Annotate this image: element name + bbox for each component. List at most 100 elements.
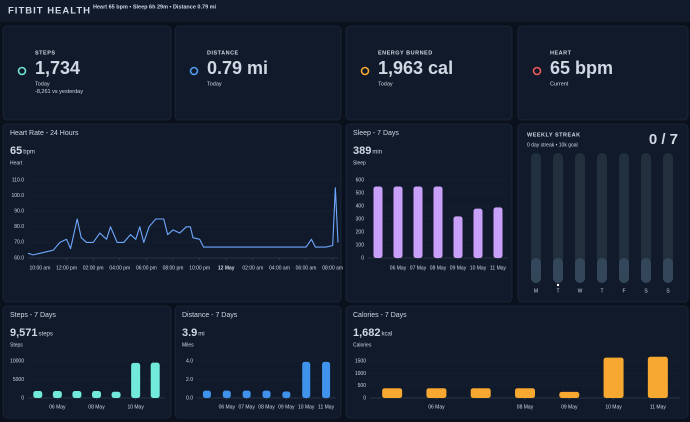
y-tick-label: 0 (361, 255, 364, 261)
streak-day: F (622, 288, 625, 294)
chart-title: Distance - 7 Days (182, 312, 238, 319)
chart-title: Steps - 7 Days (10, 312, 56, 319)
y-tick-label: 5000 (13, 377, 24, 383)
streak-day: W (578, 288, 583, 294)
x-tick-label: 10 May (127, 404, 144, 410)
current-value: 65 (10, 145, 22, 157)
header-summary: Heart 65 bpm • Sleep 6h 29m • Distance 0… (93, 4, 217, 10)
x-tick-label: 10 May (470, 265, 487, 271)
streak-note: 0 day streak • 10k goal (527, 142, 578, 148)
current-value: 1,682 (353, 327, 381, 339)
streak-day: T (600, 288, 603, 294)
streak-track (575, 153, 585, 283)
tile-value: 65 bpm (550, 58, 613, 78)
x-tick-label: 08 May (430, 265, 447, 271)
streak-base (663, 258, 673, 283)
streak-day: T (556, 288, 559, 294)
streak-track (553, 153, 563, 283)
tile-icon (17, 66, 27, 76)
current-value: 389 (353, 145, 371, 157)
y-tick-label: 500 (358, 383, 367, 389)
bar (52, 390, 62, 398)
chart-title: Calories - 7 Days (353, 312, 407, 319)
bar (433, 186, 443, 258)
streak-track (663, 153, 673, 283)
series-label: Steps (10, 342, 23, 348)
tile-icon (360, 66, 370, 76)
today-dot (556, 283, 560, 287)
x-tick-label: 12:00 pm (56, 265, 77, 271)
x-tick-label: 12 May (218, 265, 235, 271)
current-value: 9,571 (10, 327, 38, 339)
y-tick-label: 400 (356, 203, 365, 209)
tile-value: 0.79 mi (207, 58, 268, 78)
panel (345, 25, 513, 121)
streak-day: S (644, 288, 648, 294)
x-tick-label: 07 May (410, 265, 427, 271)
current-unit: kcal (382, 332, 393, 338)
x-tick-label: 08:00 am (322, 265, 343, 271)
panel (2, 123, 342, 303)
y-tick-label: 2.0 (186, 377, 193, 383)
bar (302, 361, 311, 398)
chart-title: Sleep - 7 Days (353, 130, 399, 137)
tile-icon (189, 66, 199, 76)
header-bar (0, 0, 690, 22)
tile-value: 1,734 (35, 58, 80, 78)
streak-value: 0 / 7 (649, 131, 678, 148)
x-tick-label: 08 May (88, 404, 105, 410)
x-tick-label: 06 May (428, 404, 445, 410)
x-tick-label: 10 May (298, 404, 315, 410)
heart-rate-line (27, 187, 339, 256)
streak-track (619, 153, 629, 283)
x-tick-label: 06:00 pm (136, 265, 157, 271)
bar (559, 391, 580, 398)
streak-day: S (666, 288, 670, 294)
bar (92, 390, 101, 398)
y-tick-label: 1500 (355, 359, 366, 365)
tile-label: DISTANCE (207, 50, 239, 56)
y-tick-label: 110.0 (12, 177, 24, 183)
streak-title: WEEKLY STREAK (527, 132, 581, 138)
y-tick-label: 80.0 (14, 224, 24, 230)
bar (111, 391, 121, 398)
x-tick-label: 06:00 am (296, 265, 317, 271)
series-label: Calories (353, 342, 372, 348)
y-tick-label: 100.0 (11, 193, 24, 199)
series-label: Heart (10, 160, 23, 166)
bar (373, 186, 383, 258)
panel (345, 123, 513, 303)
x-tick-label: 11 May (490, 265, 507, 271)
y-tick-label: 4.0 (186, 358, 193, 364)
series-label: Miles (182, 342, 194, 348)
bar (393, 186, 403, 258)
tile-delta: -8,261 vs yesterday (35, 89, 83, 95)
app-title: FITBIT HEALTH (8, 6, 91, 17)
bar (33, 390, 43, 398)
chart-title: Heart Rate - 24 Hours (10, 130, 79, 137)
y-tick-label: 60.0 (14, 255, 24, 261)
x-tick-label: 06 May (390, 265, 407, 271)
bar (413, 186, 423, 258)
streak-track (597, 153, 607, 283)
y-tick-label: 90.0 (14, 209, 24, 215)
bar (222, 390, 231, 398)
streak-track (531, 153, 541, 283)
bar (426, 388, 447, 398)
x-tick-label: 09 May (561, 404, 578, 410)
streak-day: M (534, 288, 538, 294)
tile-label: STEPS (35, 50, 56, 56)
x-tick-label: 09 May (278, 404, 295, 410)
bar (72, 390, 82, 398)
streak-base (641, 258, 651, 283)
streak-base (531, 258, 541, 283)
bar (150, 362, 160, 398)
panel (345, 305, 689, 419)
streak-track (641, 153, 651, 283)
bar (322, 361, 331, 398)
panel (174, 25, 342, 121)
x-tick-label: 08:00 pm (163, 265, 184, 271)
x-tick-label: 02:00 am (242, 265, 263, 271)
bar (473, 208, 483, 258)
bar (453, 216, 463, 258)
